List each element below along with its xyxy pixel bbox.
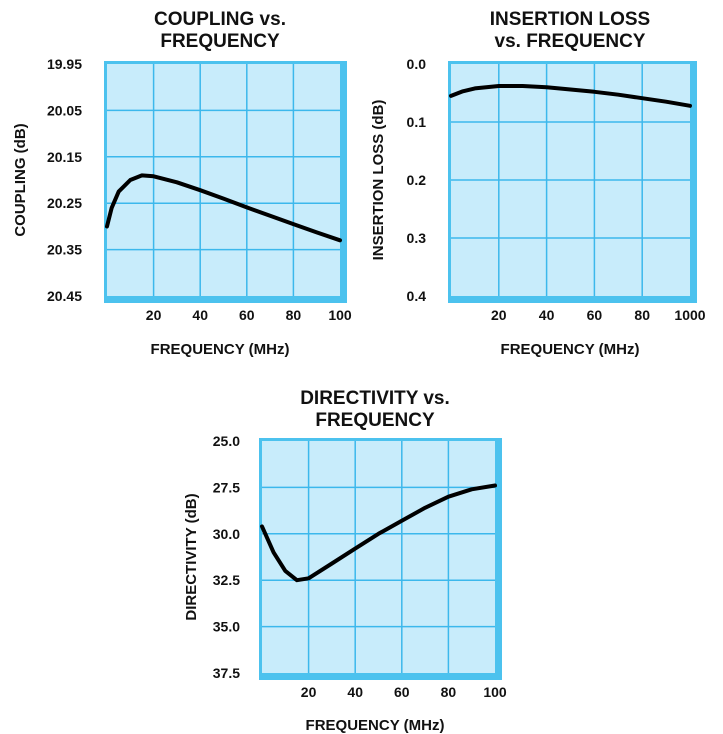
coupling-title-line: FREQUENCY: [160, 31, 280, 52]
insertion-loss-x-tick-label: 40: [539, 307, 555, 323]
directivity-x-tick-label: 80: [441, 684, 457, 700]
insertion-loss-curve: [449, 84, 692, 108]
insertion-loss-y-tick-label: 0.2: [407, 172, 427, 188]
directivity-y-tick-label: 30.0: [213, 526, 240, 542]
directivity-chart: 25.0 27.5 30.0 32.5 35.0 37.5 20 40 60 80 100 DIREC…: [183, 388, 507, 734]
directivity-title-line: FREQUENCY: [315, 410, 435, 431]
directivity-y-tick-label: 27.5: [213, 479, 240, 495]
insertion-loss-x-tick-label: 60: [587, 307, 603, 323]
coupling-y-tick-label: 20.05: [47, 102, 82, 118]
directivity-y-axis-label: DIRECTIVITY (dB): [183, 493, 200, 620]
directivity-x-axis-label: FREQUENCY (MHz): [306, 717, 445, 734]
coupling-curve: [105, 173, 342, 243]
directivity-y-tick-label: 32.5: [213, 572, 240, 588]
coupling-y-tick-label: 20.45: [47, 288, 82, 304]
directivity-y-tick-label: 25.0: [213, 433, 240, 449]
coupling-plot-area: [107, 64, 340, 296]
coupling-y-tick-label: 20.35: [47, 242, 82, 258]
insertion-loss-title-line: vs. FREQUENCY: [495, 31, 646, 52]
insertion-loss-y-tick-label: 0.3: [407, 230, 427, 246]
insertion-loss-y-axis-label: INSERTION LOSS (dB): [370, 100, 387, 261]
directivity-x-tick-label: 60: [394, 684, 410, 700]
coupling-y-axis-label: COUPLING (dB): [12, 123, 29, 236]
coupling-x-tick-label: 60: [239, 307, 255, 323]
directivity-y-tick-label: 35.0: [213, 619, 240, 635]
coupling-y-tick-label: 20.15: [47, 149, 82, 165]
insertion-loss-y-tick-label: 0.4: [407, 288, 427, 304]
insertion-loss-y-tick-label: 0.1: [407, 114, 427, 130]
coupling-chart: 19.95 20.05 20.15 20.25 20.35 20.45 20 40 60 80 10…: [12, 9, 352, 358]
coupling-x-tick-label: 20: [146, 307, 162, 323]
insertion-loss-chart: 0.0 0.1 0.2 0.3 0.4 20 40 60 80 1000 INSERTION LOS…: [370, 9, 706, 358]
coupling-x-tick-label: 40: [192, 307, 208, 323]
directivity-y-tick-label: 37.5: [213, 665, 240, 681]
directivity-plot-area: [262, 441, 495, 673]
insertion-loss-y-tick-label: 0.0: [407, 56, 427, 72]
insertion-loss-x-tick-label: 20: [491, 307, 507, 323]
directivity-curve: [260, 483, 497, 583]
insertion-loss-x-tick-label: 1000: [674, 307, 705, 323]
directivity-x-tick-label: 40: [347, 684, 363, 700]
directivity-x-tick-label: 20: [301, 684, 317, 700]
directivity-x-tick-label: 100: [483, 684, 507, 700]
coupling-y-tick-label: 19.95: [47, 56, 82, 72]
insertion-loss-x-tick-label: 80: [634, 307, 650, 323]
coupling-y-tick-label: 20.25: [47, 195, 82, 211]
insertion-loss-title-line: INSERTION LOSS: [490, 9, 650, 30]
directivity-title-line: DIRECTIVITY vs.: [300, 388, 450, 409]
coupling-x-axis-label: FREQUENCY (MHz): [151, 341, 290, 358]
coupling-x-tick-label: 80: [286, 307, 302, 323]
coupling-title-line: COUPLING vs.: [154, 9, 286, 30]
insertion-loss-x-axis-label: FREQUENCY (MHz): [501, 341, 640, 358]
coupling-x-tick-label: 100: [328, 307, 352, 323]
